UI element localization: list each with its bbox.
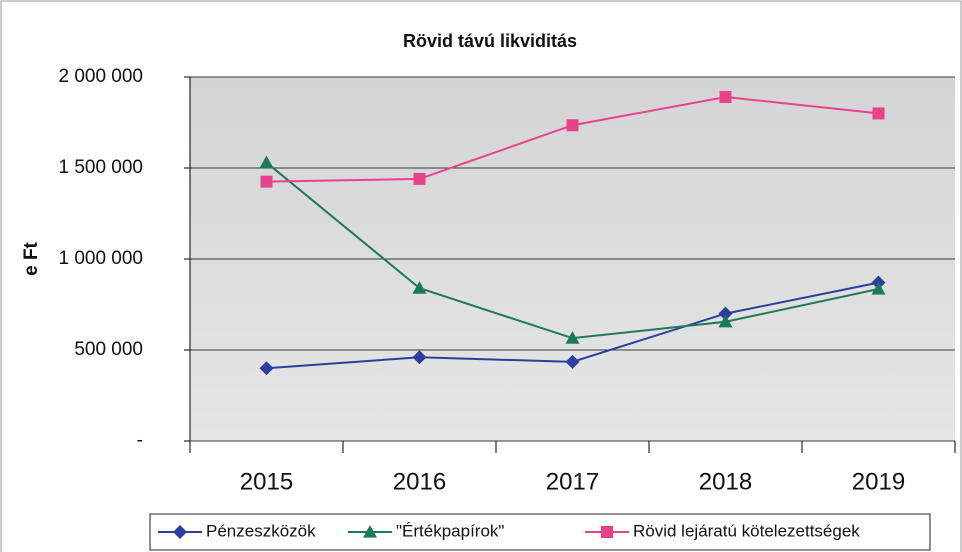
y-tick-label: 1 000 000 [58,248,143,269]
data-point [718,306,733,321]
data-point [566,119,579,132]
data-point [412,281,427,294]
x-tick-label: 2019 [852,468,905,495]
legend-marker [173,525,187,539]
data-point [719,91,732,104]
x-tick-label: 2018 [699,468,752,495]
legend-marker [601,526,613,538]
data-point [871,282,886,295]
x-tick-label: 2017 [546,468,599,495]
chart-title: Rövid távú likviditás [403,31,577,51]
legend-marker [363,525,377,538]
y-tick-label: - [137,430,143,451]
data-point [565,331,580,344]
legend-label: Rövid lejáratú kötelezettségek [633,521,860,540]
data-point [259,155,274,169]
legend-label: Pénzeszközök [206,521,316,540]
data-point [565,354,580,369]
data-point [259,361,274,376]
legend-label: "Értékpapírok" [396,521,504,540]
y-tick-label: 1 500 000 [58,157,143,178]
data-point [260,175,273,188]
y-tick-label: 500 000 [74,339,143,360]
data-point [718,314,733,328]
legend [149,513,931,551]
data-point [412,350,427,365]
y-axis-label: e Ft [21,241,42,275]
x-tick-label: 2016 [393,468,446,495]
data-point [413,172,426,185]
y-tick-label: 2 000 000 [58,66,143,87]
x-tick-label: 2015 [240,468,293,495]
data-point [872,107,885,120]
